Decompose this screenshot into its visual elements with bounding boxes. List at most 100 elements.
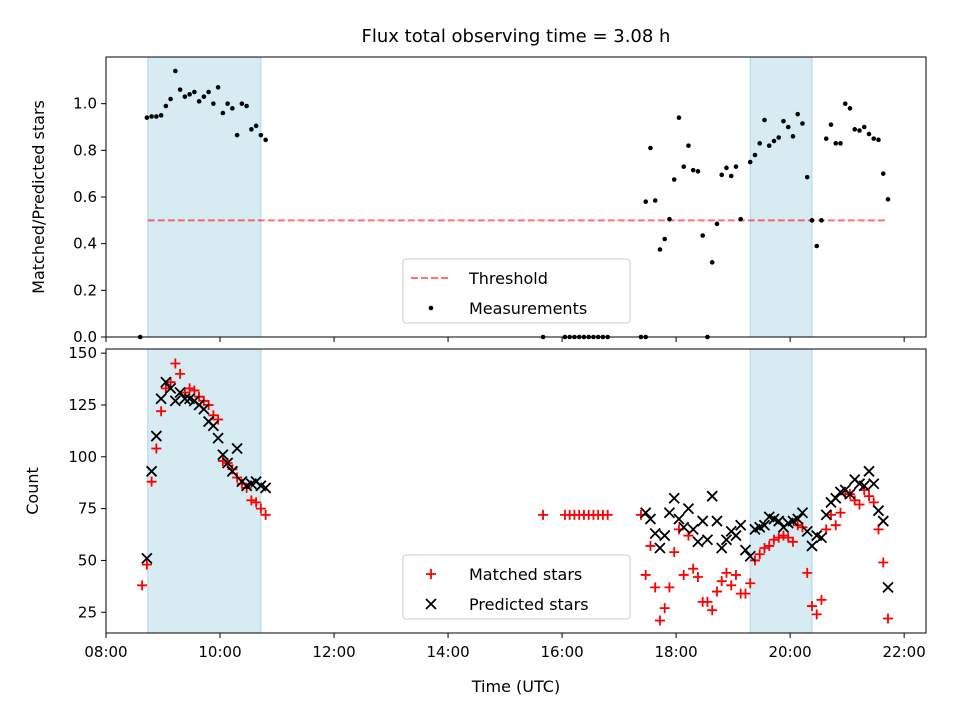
measurement-point xyxy=(215,85,221,90)
matched-star-point xyxy=(688,563,699,574)
y-tick-label: 0.8 xyxy=(73,141,97,159)
measurement-point xyxy=(762,117,767,123)
measurement-point xyxy=(819,218,824,223)
legend-label: Measurements xyxy=(469,299,587,318)
measurement-point xyxy=(149,114,154,119)
measurement-point xyxy=(244,103,249,109)
measurement-point xyxy=(182,94,188,99)
measurement-point xyxy=(781,118,786,124)
shaded-interval xyxy=(147,56,262,338)
legend-box xyxy=(402,258,631,324)
measurement-point xyxy=(158,113,164,118)
matched-star-point xyxy=(730,569,741,580)
predicted-star-point xyxy=(160,376,172,388)
y-tick-label: 0.4 xyxy=(73,235,97,253)
measurement-point xyxy=(757,141,763,146)
matched-star-point xyxy=(759,543,770,554)
predicted-star-point xyxy=(716,542,728,554)
predicted-star-point xyxy=(687,523,699,535)
predicted-star-point xyxy=(868,478,880,490)
measurement-point xyxy=(809,218,815,223)
predicted-star-point xyxy=(801,525,813,538)
measurement-point xyxy=(206,89,211,95)
measurement-point xyxy=(643,199,648,204)
matched-star-point xyxy=(659,603,670,614)
matched-star-point xyxy=(721,567,732,578)
predicted-star-point xyxy=(640,507,652,519)
predicted-star-point xyxy=(678,521,690,533)
measurement-point xyxy=(662,236,668,242)
matched-star-point xyxy=(538,509,549,520)
y-tick-label: 125 xyxy=(68,396,97,414)
measurement-point xyxy=(861,124,867,130)
y-tick-label: 0.6 xyxy=(73,188,97,206)
predicted-star-point xyxy=(815,532,828,544)
measurement-point xyxy=(714,221,720,227)
measurement-point xyxy=(211,101,216,106)
top-panel: 0.0 0.2 0.4 0.6 0.8 1.0 Matched/Predicted star… xyxy=(29,56,927,346)
predicted-star-point xyxy=(644,513,657,525)
measurement-point xyxy=(800,121,805,126)
measurement-point xyxy=(230,106,235,111)
x-axis-label: Time (UTC) xyxy=(471,677,560,696)
predicted-star-point xyxy=(830,492,842,504)
matched-star-point xyxy=(711,586,722,597)
matched-star-point xyxy=(806,601,817,612)
matched-star-point xyxy=(137,580,148,591)
legend-matched-swatch xyxy=(426,569,436,579)
measurement-point xyxy=(168,96,173,102)
matched-star-point xyxy=(146,476,157,487)
matched-star-point xyxy=(740,588,751,599)
measurement-point xyxy=(885,197,891,202)
legend-label: Matched stars xyxy=(469,565,582,584)
predicted-star-point xyxy=(744,550,756,562)
measurement-point xyxy=(253,123,259,129)
measurement-point xyxy=(852,127,858,132)
matched-star-point xyxy=(702,596,713,607)
measurement-point xyxy=(871,136,877,141)
matched-star-point xyxy=(830,520,841,531)
matched-star-point xyxy=(151,443,162,454)
predicted-star-point xyxy=(212,432,224,444)
x-tick-label: 14:00 xyxy=(426,643,469,661)
x-tick-label: 18:00 xyxy=(654,643,697,661)
measurement-point xyxy=(667,216,672,222)
y-tick-label: 25 xyxy=(78,603,97,621)
measurement-point xyxy=(648,145,653,151)
predicted-star-point xyxy=(720,534,733,546)
measurement-point xyxy=(847,106,853,111)
matched-star-point xyxy=(816,594,827,605)
measurement-point xyxy=(671,177,677,182)
measurement-point xyxy=(728,173,734,179)
measurement-point xyxy=(747,159,753,165)
predicted-star-point xyxy=(820,509,832,521)
measurement-point xyxy=(249,127,254,132)
predicted-star-point xyxy=(221,457,234,469)
predicted-star-point xyxy=(682,502,695,515)
predicted-star-point xyxy=(226,465,239,477)
matched-star-point xyxy=(160,383,171,394)
measurement-point xyxy=(709,260,715,265)
measurement-point xyxy=(866,131,872,137)
predicted-star-point xyxy=(706,490,718,502)
y-tick-label: 150 xyxy=(68,344,97,362)
shaded-interval xyxy=(749,348,813,634)
matched-star-point xyxy=(602,509,613,520)
matched-star-point xyxy=(678,569,689,580)
predicted-star-point xyxy=(673,513,685,525)
measurement-point xyxy=(828,122,834,127)
y-tick-label: 1.0 xyxy=(73,95,97,113)
measurement-point xyxy=(177,87,183,92)
measurement-point xyxy=(695,169,701,174)
matched-star-point xyxy=(664,582,675,593)
predicted-star-point xyxy=(877,515,889,527)
measurement-point xyxy=(823,136,829,141)
y-tick-label: 0.0 xyxy=(73,328,97,346)
predicted-star-point xyxy=(806,540,818,552)
matched-star-point xyxy=(170,358,181,369)
predicted-star-point xyxy=(141,552,153,565)
measurement-point xyxy=(225,101,230,106)
matched-star-point xyxy=(863,491,874,502)
measurement-point xyxy=(201,94,207,99)
matched-star-point xyxy=(692,572,703,583)
